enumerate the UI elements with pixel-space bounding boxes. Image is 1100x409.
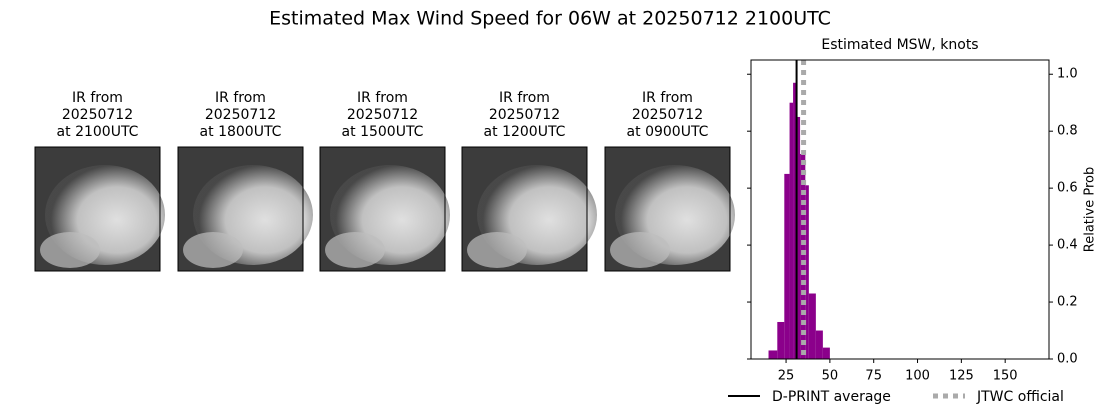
panel-label: IR from [642, 90, 693, 106]
panel-label: IR from [499, 90, 550, 106]
y-tick-label: 0.4 [1057, 238, 1078, 253]
legend-label: D-PRINT average [772, 389, 891, 405]
bar [789, 102, 794, 359]
y-tick-label: 1.0 [1057, 67, 1078, 82]
x-tick-label: 75 [865, 369, 882, 384]
panel-label: 20250712 [205, 107, 276, 123]
ir-image-frame [177, 146, 304, 272]
panel-label: at 1500UTC [342, 124, 424, 140]
chart-title: Estimated MSW, knots [821, 37, 978, 53]
plot-frame [750, 59, 1050, 360]
bar [768, 350, 778, 359]
panel-label: 20250712 [62, 107, 133, 123]
bar [796, 116, 801, 359]
x-tick-label: 125 [949, 369, 974, 384]
panel-label: 20250712 [489, 107, 560, 123]
panel-label: 20250712 [347, 107, 418, 123]
panel-label: IR from [357, 90, 408, 106]
bar [805, 185, 809, 359]
y-tick-label: 0.0 [1057, 352, 1078, 367]
bar [822, 347, 830, 359]
y-tick-label: 0.2 [1057, 295, 1078, 310]
ir-image-frame [604, 146, 731, 272]
panel-label: at 1200UTC [484, 124, 566, 140]
ir-image-frame [319, 146, 446, 272]
bar [793, 82, 797, 360]
panel-label: at 0900UTC [627, 124, 709, 140]
ir-cloud [325, 232, 385, 268]
x-tick-label: 50 [822, 369, 839, 384]
bar [777, 321, 785, 359]
ir-image-frame [34, 146, 161, 272]
panel-label: at 2100UTC [57, 124, 139, 140]
bar [784, 173, 790, 359]
y-tick-label: 0.8 [1057, 124, 1078, 139]
ir-cloud [183, 232, 243, 268]
bar [815, 330, 823, 359]
y-axis-label: Relative Prob [1083, 167, 1098, 252]
figure-title: Estimated Max Wind Speed for 06W at 2025… [269, 8, 831, 30]
ir-cloud [40, 232, 100, 268]
panel-label: 20250712 [632, 107, 703, 123]
ir-cloud [467, 232, 527, 268]
x-tick-label: 100 [905, 369, 930, 384]
ir-image-frame [461, 146, 588, 272]
legend-label: JTWC official [976, 389, 1064, 405]
panel-label: at 1800UTC [200, 124, 282, 140]
ir-cloud [610, 232, 670, 268]
panel-label: IR from [72, 90, 123, 106]
y-tick-label: 0.6 [1057, 181, 1078, 196]
bar [800, 153, 806, 359]
x-tick-label: 25 [778, 369, 795, 384]
x-tick-label: 150 [993, 369, 1018, 384]
bar [808, 293, 816, 359]
panel-label: IR from [215, 90, 266, 106]
